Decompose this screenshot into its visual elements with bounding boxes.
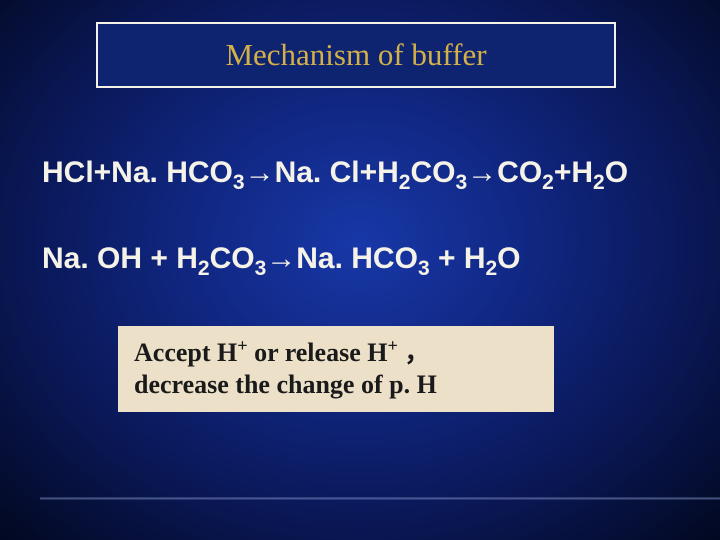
note-box: Accept H+ or release H+ ， decrease the c… [118, 326, 554, 412]
equation-2: Na. OH + H2CO3→Na. HCO3 + H2O [42, 242, 521, 276]
title-box: Mechanism of buffer [96, 22, 616, 88]
equation-1: HCl+Na. HCO3→Na. Cl+H2CO3→CO2+H2O [42, 156, 628, 190]
title-text: Mechanism of buffer [225, 37, 486, 73]
note-line-1: Accept H+ or release H+ ， [134, 337, 538, 370]
footer-rule [40, 497, 720, 500]
note-line-2: decrease the change of p. H [134, 369, 538, 402]
